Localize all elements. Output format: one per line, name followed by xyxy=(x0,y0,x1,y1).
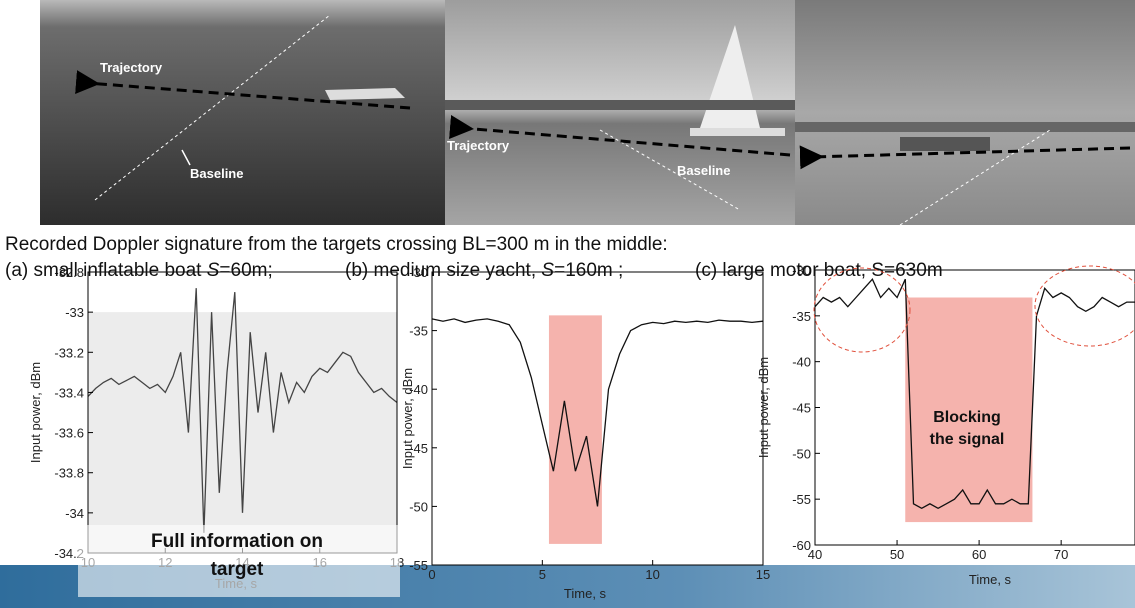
x-tick-label: 60 xyxy=(972,547,986,562)
page: Trajectory Baseline Trajectory Baseline … xyxy=(0,0,1135,608)
boat xyxy=(325,88,405,100)
y-tick-label: -55 xyxy=(792,492,811,507)
subtitle-part: S xyxy=(541,260,554,281)
panel-subtitle: (b) medium size yacht, S=160m ; xyxy=(345,260,623,281)
y-tick-label: -35 xyxy=(792,309,811,324)
caption: Recorded Doppler signature from the targ… xyxy=(5,234,668,255)
x-tick-label: 0 xyxy=(428,567,435,582)
y-tick-label: -34 xyxy=(65,506,84,521)
subtitle-part: =60m; xyxy=(219,260,272,281)
highlight-region xyxy=(549,315,602,544)
photo-label: Baseline xyxy=(190,166,243,181)
photo-strip: Trajectory Baseline Trajectory Baseline xyxy=(40,0,1135,225)
y-tick-label: -50 xyxy=(792,446,811,461)
annotation: target xyxy=(211,559,264,580)
x-tick-label: 15 xyxy=(756,567,770,582)
y-axis-label: Input power, dBm xyxy=(28,362,43,463)
y-tick-label: -33.2 xyxy=(54,345,84,360)
y-tick-label: -55 xyxy=(409,558,428,573)
x-tick-label: 10 xyxy=(645,567,659,582)
photo-label: Trajectory xyxy=(100,60,163,75)
y-tick-label: -33.4 xyxy=(54,385,84,400)
y-axis-label: Input power, dBm xyxy=(400,368,415,469)
annotation: Full information on xyxy=(151,531,323,552)
panel-subtitle: (a) small inflatable boat S=60m; xyxy=(5,260,273,281)
y-axis-label: Input power, dBm xyxy=(756,357,771,458)
shore xyxy=(445,100,795,110)
y-tick-label: -50 xyxy=(409,499,428,514)
boat xyxy=(900,137,990,151)
y-tick-label: -45 xyxy=(792,401,811,416)
photo-label: Baseline xyxy=(677,163,730,178)
chart: -34.2-34-33.8-33.6-33.4-33.2-33-32.81012… xyxy=(5,260,404,597)
subtitle-part: =160m ; xyxy=(554,260,623,281)
x-tick-label: 5 xyxy=(539,567,546,582)
shaded-region xyxy=(88,312,397,553)
y-tick-label: -33 xyxy=(65,305,84,320)
x-tick-label: 40 xyxy=(808,547,822,562)
y-tick-label: -40 xyxy=(792,355,811,370)
annotation: Blocking xyxy=(933,409,1001,426)
x-axis-label: Time, s xyxy=(969,572,1012,587)
y-tick-label: -35 xyxy=(409,324,428,339)
figure: Trajectory Baseline Trajectory Baseline … xyxy=(0,0,1135,608)
subtitle-part: (a) small inflatable boat xyxy=(5,260,207,281)
x-tick-label: 50 xyxy=(890,547,904,562)
x-axis-label: Time, s xyxy=(564,586,607,601)
annotation: the signal xyxy=(930,431,1005,448)
y-tick-label: -33.6 xyxy=(54,426,84,441)
shore xyxy=(795,122,1135,132)
y-tick-label: -33.8 xyxy=(54,466,84,481)
boat xyxy=(690,128,785,136)
subtitle-part: (c) large motor boat, S=630m xyxy=(695,260,943,281)
subtitle-part: (b) medium size yacht, xyxy=(345,260,541,281)
photo xyxy=(795,0,1135,225)
photo xyxy=(40,0,445,225)
x-tick-label: 70 xyxy=(1054,547,1068,562)
panel-subtitle: (c) large motor boat, S=630m xyxy=(695,260,943,281)
subtitle-part: S xyxy=(207,260,220,281)
photo-label: Trajectory xyxy=(447,138,510,153)
